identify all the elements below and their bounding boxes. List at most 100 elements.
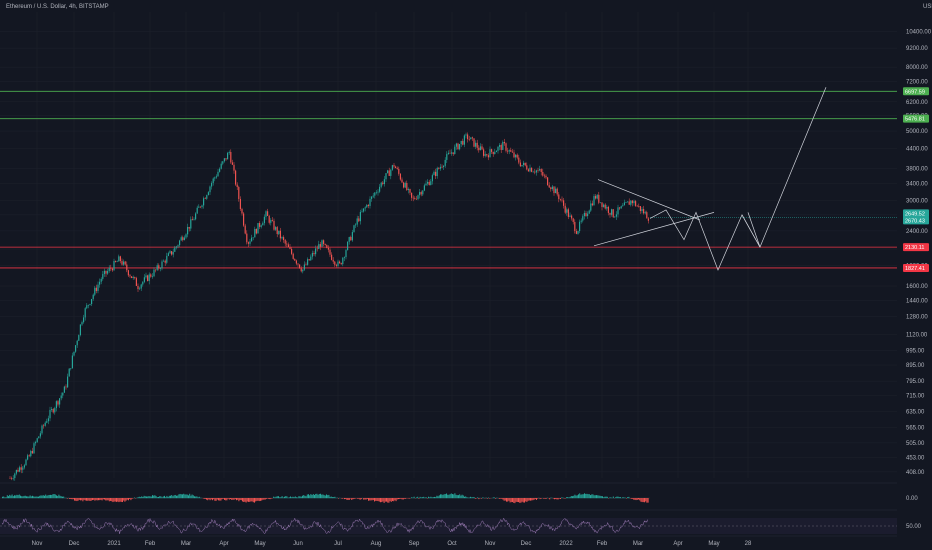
candle-body xyxy=(249,241,251,244)
histogram-bar xyxy=(394,498,396,501)
candle-body xyxy=(575,230,577,234)
histogram-bar xyxy=(268,498,270,499)
histogram-bar xyxy=(28,496,30,499)
histogram-bar xyxy=(581,494,583,499)
candle-body xyxy=(545,175,547,178)
histogram-bar xyxy=(573,495,575,499)
histogram-bar xyxy=(192,495,194,499)
histogram-bar xyxy=(584,493,585,499)
price-tick-label: 995.00 xyxy=(906,349,925,355)
histogram-bar xyxy=(179,493,181,499)
histogram-bar xyxy=(57,495,59,499)
histogram-bar xyxy=(15,495,17,499)
histogram-bar xyxy=(116,498,117,502)
histogram-bar xyxy=(554,498,555,500)
candle-body xyxy=(556,188,558,195)
histogram-bar xyxy=(63,496,65,499)
histogram-bar xyxy=(143,495,145,499)
candle-body xyxy=(183,237,185,241)
candle-body xyxy=(447,152,449,155)
histogram-bar xyxy=(222,498,224,499)
histogram-bar xyxy=(633,498,635,500)
histogram-axis-label: 0.00 xyxy=(906,496,918,502)
histogram-bar xyxy=(88,498,90,501)
histogram-bar xyxy=(570,495,572,499)
histogram-bar xyxy=(572,496,573,499)
candle-body xyxy=(302,269,304,272)
histogram-bar xyxy=(623,497,625,499)
histogram-bar xyxy=(45,494,47,499)
candle-body xyxy=(393,165,395,167)
candle-body xyxy=(212,178,214,184)
price-tick-label: 8000.00 xyxy=(906,65,928,71)
candle-body xyxy=(479,146,481,151)
price-tick-label: 795.00 xyxy=(906,379,925,385)
histogram-bar xyxy=(425,497,427,499)
candle-body xyxy=(255,228,257,234)
histogram-bar xyxy=(566,497,567,499)
price-axis[interactable]: 10400.009200.008000.007200.006200.005600… xyxy=(906,4,932,476)
histogram-bar xyxy=(359,498,361,500)
histogram-bar xyxy=(196,496,198,499)
time-tick-label: Jun xyxy=(293,541,303,547)
histogram-bar xyxy=(50,494,51,499)
candle-body xyxy=(567,209,569,217)
candle-body xyxy=(158,265,160,269)
candle-body xyxy=(17,469,19,472)
candle-body xyxy=(87,304,89,306)
histogram-bar xyxy=(472,497,474,499)
histogram-bar xyxy=(377,498,379,502)
candle-body xyxy=(238,187,240,199)
histogram-bar xyxy=(363,498,365,500)
candle-body xyxy=(310,256,312,261)
histogram-bar xyxy=(602,496,603,499)
histogram-bar xyxy=(275,496,277,499)
histogram-bar xyxy=(74,498,75,501)
candle-body xyxy=(569,215,571,217)
candle-body xyxy=(521,164,523,167)
histogram-bar xyxy=(51,494,53,499)
horizontal-levels[interactable] xyxy=(0,90,897,269)
candle-body xyxy=(86,305,88,309)
candle-body xyxy=(71,355,73,369)
candle-body xyxy=(222,161,224,164)
histogram-bar xyxy=(482,497,483,499)
histogram-bar xyxy=(413,496,415,499)
histogram-bar xyxy=(615,497,617,499)
histogram-bar xyxy=(518,498,519,503)
candle-body xyxy=(647,218,649,221)
candle-body xyxy=(494,152,496,155)
candle-body xyxy=(54,408,56,413)
histogram-bar xyxy=(154,495,156,499)
drawing-annotations[interactable] xyxy=(593,87,827,271)
histogram-bar xyxy=(562,497,564,499)
candle-body xyxy=(532,171,534,173)
candle-body xyxy=(135,278,137,286)
candle-body xyxy=(161,261,163,269)
histogram-bar xyxy=(215,498,217,501)
histogram-bar xyxy=(431,497,433,499)
histogram-bar xyxy=(324,495,326,499)
candle-body xyxy=(193,219,195,221)
histogram-bar xyxy=(336,497,338,499)
histogram-bar xyxy=(234,498,236,500)
candle-body xyxy=(356,218,358,225)
candle-body xyxy=(457,143,459,150)
histogram-bar xyxy=(274,497,276,499)
time-axis[interactable]: Nov Dec 2021 Feb Mar Apr May Jun Jul Aug Sep Oct Nov… xyxy=(32,541,752,547)
histogram-bar xyxy=(70,498,72,500)
histogram-bar xyxy=(556,498,558,500)
candle-body xyxy=(630,200,632,205)
rsi-pane: 50.00 xyxy=(0,509,922,537)
histogram-bar xyxy=(424,497,426,499)
candle-body xyxy=(369,198,371,207)
candle-body xyxy=(142,281,144,285)
candle-body xyxy=(14,473,16,479)
histogram-bar xyxy=(119,498,121,502)
histogram-bar xyxy=(634,498,636,500)
histogram-bar xyxy=(400,498,402,499)
histogram-bar xyxy=(440,494,441,499)
candle-body xyxy=(433,171,435,176)
candle-body xyxy=(555,188,557,194)
